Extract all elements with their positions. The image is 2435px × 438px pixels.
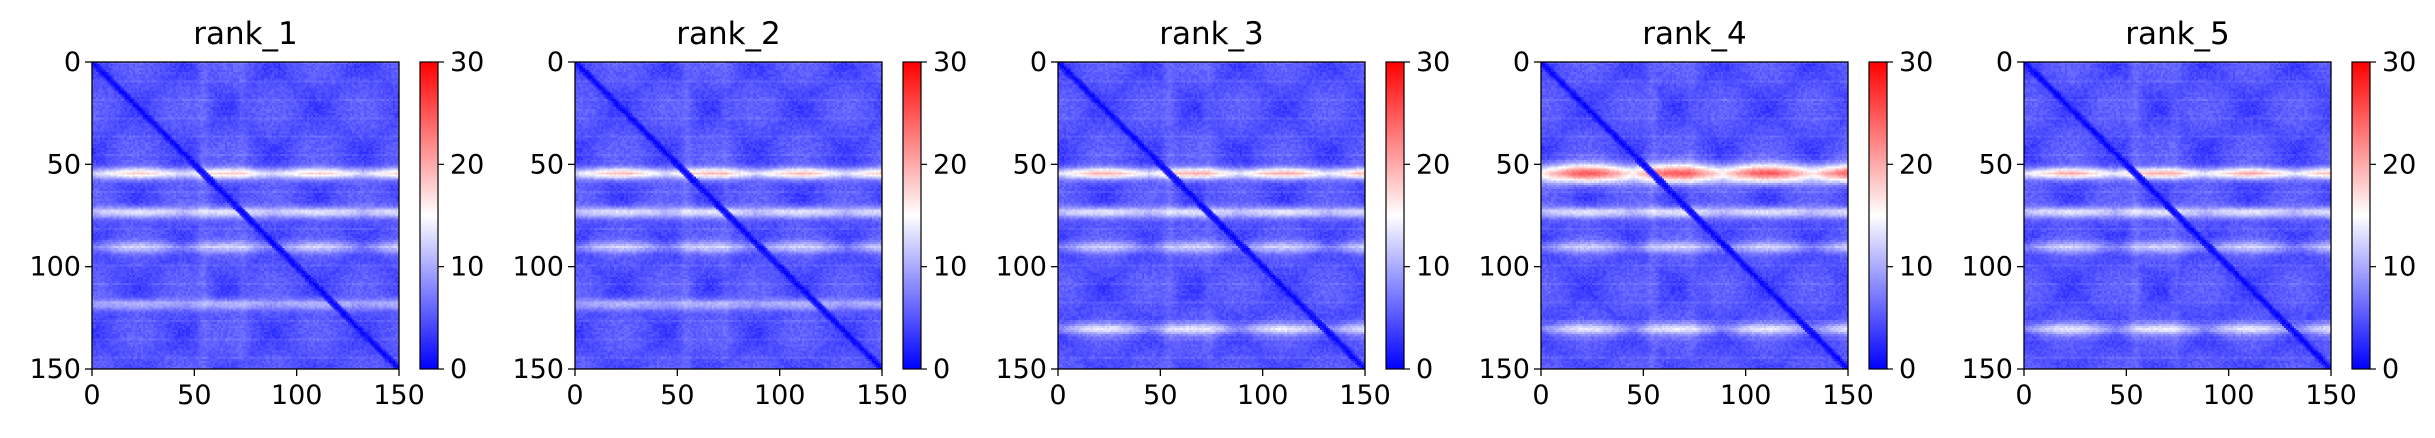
colorbar: [1868, 61, 1888, 370]
heatmap-image: [2024, 62, 2331, 369]
colorbar-tick-label: 0: [1416, 354, 1433, 385]
colorbar: [2351, 61, 2371, 370]
axes-frame: [2023, 61, 2332, 370]
y-tick-label: 50: [47, 149, 81, 180]
colorbar-tick-label: 10: [450, 252, 484, 283]
panel-title: rank_1: [193, 16, 298, 52]
y-tick-label: 0: [64, 47, 81, 78]
axes-frame: [574, 61, 883, 370]
colorbar-tick-label: 20: [933, 149, 967, 180]
y-tick-label: 150: [29, 354, 81, 385]
colorbar-tick-label: 20: [1416, 149, 1450, 180]
x-tick-label: 0: [1532, 380, 1549, 411]
x-tick-label: 0: [566, 380, 583, 411]
y-tick-label: 0: [547, 47, 564, 78]
panel-title: rank_4: [1642, 16, 1747, 52]
x-tick-label: 50: [1143, 380, 1177, 411]
colorbar: [1385, 61, 1405, 370]
axes-frame: [1057, 61, 1366, 370]
panel-title: rank_5: [2125, 16, 2230, 52]
colorbar-tick-label: 0: [2382, 354, 2399, 385]
axes-frame: [1540, 61, 1849, 370]
y-tick-label: 0: [1030, 47, 1047, 78]
colorbar-tick-label: 10: [1899, 252, 1933, 283]
x-tick-label: 100: [2203, 380, 2255, 411]
colorbar-tick-label: 20: [2382, 149, 2416, 180]
x-tick-label: 50: [2109, 380, 2143, 411]
colorbar: [419, 61, 439, 370]
colorbar-tick-label: 0: [933, 354, 950, 385]
y-tick-label: 0: [1513, 47, 1530, 78]
colorbar-tick-label: 10: [2382, 252, 2416, 283]
colorbar-tick-label: 10: [933, 252, 967, 283]
x-tick-label: 50: [660, 380, 694, 411]
x-tick-label: 100: [271, 380, 323, 411]
x-tick-label: 150: [1822, 380, 1874, 411]
colorbar-tick-label: 30: [450, 47, 484, 78]
heatmap-image: [575, 62, 882, 369]
y-tick-label: 150: [1478, 354, 1530, 385]
y-tick-label: 0: [1996, 47, 2013, 78]
y-tick-label: 50: [1013, 149, 1047, 180]
heatmap-image: [1058, 62, 1365, 369]
x-tick-label: 100: [754, 380, 806, 411]
colorbar: [902, 61, 922, 370]
x-tick-label: 50: [177, 380, 211, 411]
x-tick-label: 100: [1237, 380, 1289, 411]
x-tick-label: 150: [856, 380, 908, 411]
colorbar-tick-label: 20: [1899, 149, 1933, 180]
y-tick-label: 100: [995, 252, 1047, 283]
y-tick-label: 150: [1961, 354, 2013, 385]
x-tick-label: 150: [1339, 380, 1391, 411]
colorbar-tick-label: 30: [1899, 47, 1933, 78]
heatmap-image: [92, 62, 399, 369]
x-tick-label: 0: [83, 380, 100, 411]
y-tick-label: 50: [530, 149, 564, 180]
y-tick-label: 100: [512, 252, 564, 283]
x-tick-label: 50: [1626, 380, 1660, 411]
y-tick-label: 50: [1979, 149, 2013, 180]
colorbar-tick-label: 30: [2382, 47, 2416, 78]
x-tick-label: 150: [2305, 380, 2357, 411]
y-tick-label: 150: [995, 354, 1047, 385]
colorbar-tick-label: 0: [1899, 354, 1916, 385]
heatmap-image: [1541, 62, 1848, 369]
y-tick-label: 100: [29, 252, 81, 283]
panel-title: rank_2: [676, 16, 781, 52]
x-tick-label: 0: [1049, 380, 1066, 411]
colorbar-tick-label: 30: [1416, 47, 1450, 78]
y-tick-label: 150: [512, 354, 564, 385]
panel-title: rank_3: [1159, 16, 1264, 52]
x-tick-label: 100: [1720, 380, 1772, 411]
axes-frame: [91, 61, 400, 370]
y-tick-label: 50: [1496, 149, 1530, 180]
y-tick-label: 100: [1961, 252, 2013, 283]
colorbar-tick-label: 10: [1416, 252, 1450, 283]
colorbar-tick-label: 20: [450, 149, 484, 180]
y-tick-label: 100: [1478, 252, 1530, 283]
colorbar-tick-label: 0: [450, 354, 467, 385]
colorbar-tick-label: 30: [933, 47, 967, 78]
x-tick-label: 150: [373, 380, 425, 411]
x-tick-label: 0: [2015, 380, 2032, 411]
